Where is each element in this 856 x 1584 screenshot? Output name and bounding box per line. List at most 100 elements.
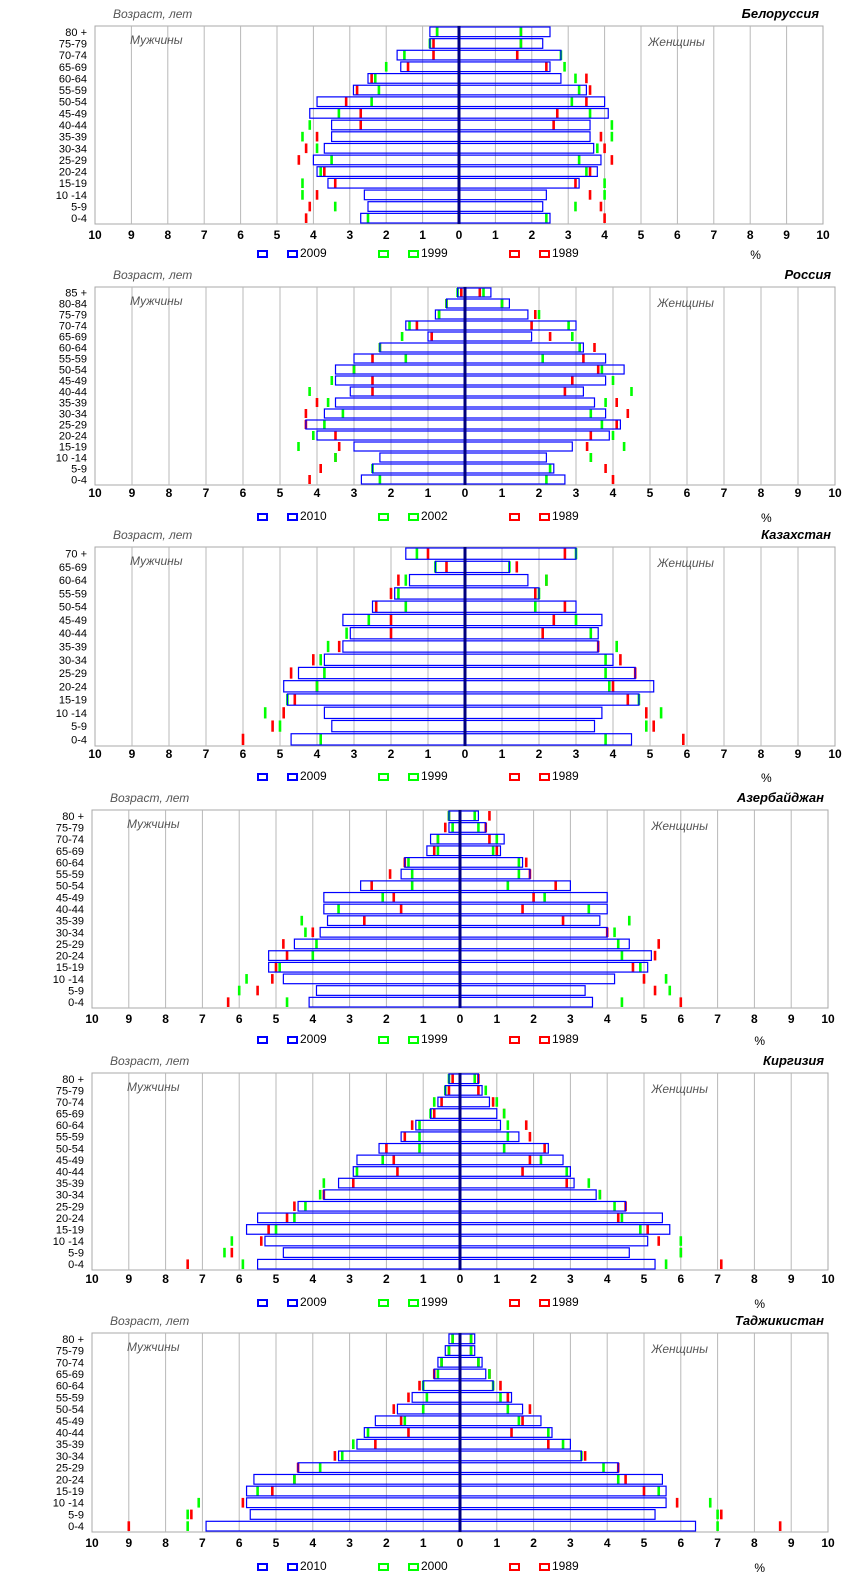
x-tick-label: 4	[601, 228, 608, 242]
legend-label: 2000	[421, 1559, 448, 1573]
age-group-label: 70-74	[59, 321, 87, 333]
age-group-label: 60-64	[56, 1120, 84, 1132]
x-tick-label: 5	[273, 1012, 280, 1026]
pyramid-chart-5: 0-45-910 -1415-1920-2425-2930-3435-3940-…	[53, 1053, 835, 1311]
x-tick-label: 10	[821, 1272, 835, 1286]
legend-marker-1989	[539, 250, 550, 258]
bar-female-2010	[464, 474, 566, 485]
x-tick-label: 4	[314, 486, 321, 500]
bar-female-2009	[458, 142, 595, 154]
bar-female-2010	[464, 441, 573, 452]
x-tick-label: 7	[199, 1012, 206, 1026]
bar-male-2009	[400, 61, 460, 73]
x-tick-label: 10	[85, 1012, 99, 1026]
x-tick-label: 10	[821, 1536, 835, 1550]
x-tick-label: 5	[277, 486, 284, 500]
legend-marker-2009	[287, 1036, 298, 1044]
x-tick-label: 6	[236, 1272, 243, 1286]
bar-male-2009	[327, 177, 460, 189]
bar-female-2010	[464, 397, 596, 408]
x-tick-label: 9	[125, 1536, 132, 1550]
bar-female-2009	[459, 915, 601, 927]
bar-male-2009	[426, 845, 461, 857]
legend-marker-2002	[408, 513, 419, 521]
x-tick-label: 5	[638, 228, 645, 242]
bar-female-2010	[459, 1403, 524, 1415]
age-group-label: 0-4	[68, 997, 84, 1009]
x-tick-label: 10	[828, 486, 842, 500]
bar-female-2010	[464, 408, 607, 419]
age-group-label: 35-39	[59, 398, 87, 410]
age-group-label: 45-49	[56, 892, 84, 904]
x-tick-label: 7	[203, 486, 210, 500]
bar-male-2010	[396, 1403, 461, 1415]
y-axis-title: Возраст, лет	[113, 268, 192, 282]
bar-female-2009	[459, 961, 649, 973]
legend-marker-1999	[408, 1036, 419, 1044]
x-tick-label: 7	[714, 1536, 721, 1550]
x-tick-label: 5	[273, 1536, 280, 1550]
age-group-label: 30-34	[59, 409, 87, 421]
legend-swatch-1989	[509, 1563, 520, 1571]
legend-marker-2009	[287, 250, 298, 258]
legend-swatch-2009	[257, 773, 268, 781]
males-label: Мужчины	[127, 817, 180, 831]
x-tick-label: 5	[277, 747, 284, 761]
bar-female-2010	[459, 1520, 697, 1532]
bar-female-2009	[459, 1224, 671, 1235]
legend-swatch-1989	[509, 250, 520, 258]
x-tick-label: 9	[788, 1012, 795, 1026]
x-tick-label: 8	[751, 1536, 758, 1550]
age-group-label: 35-39	[56, 1178, 84, 1190]
age-group-label: 25-29	[59, 668, 87, 680]
x-tick-label: 10	[88, 486, 102, 500]
bar-male-2010	[249, 1508, 461, 1520]
bar-male-2010	[444, 1345, 461, 1357]
x-tick-label: 1	[425, 747, 432, 761]
bar-male-2009	[331, 719, 466, 733]
age-group-label: 20-24	[56, 1474, 84, 1486]
country-title: Таджикистан	[735, 1313, 824, 1328]
x-tick-label: 9	[125, 1272, 132, 1286]
bar-male-2009	[319, 926, 461, 938]
bar-male-2009	[331, 131, 460, 143]
age-group-label: 10 -14	[56, 708, 87, 720]
bar-female-2009	[459, 1258, 656, 1270]
unit-label: %	[754, 1297, 765, 1311]
age-group-label: 80-84	[59, 299, 87, 311]
bar-female-2010	[459, 1427, 553, 1438]
x-tick-label: 3	[573, 747, 580, 761]
age-group-label: 10 -14	[56, 453, 87, 465]
x-tick-label: 3	[351, 486, 358, 500]
age-group-label: 5-9	[71, 721, 87, 733]
x-tick-label: 3	[346, 1272, 353, 1286]
age-group-label: 70-74	[56, 1357, 84, 1369]
x-tick-label: 9	[788, 1272, 795, 1286]
bar-male-2010	[349, 386, 466, 397]
legend-label: 1989	[552, 1295, 579, 1309]
bar-male-2009	[367, 72, 460, 84]
x-tick-label: 8	[747, 228, 754, 242]
age-group-label: 55-59	[59, 354, 87, 366]
bar-male-2009	[268, 961, 461, 973]
bar-female-2009	[458, 166, 598, 178]
bar-male-2009	[367, 201, 460, 212]
legend-swatch-1989	[509, 513, 520, 521]
bar-female-2009	[464, 573, 529, 587]
bar-female-2009	[459, 973, 616, 985]
legend-marker-1999	[408, 250, 419, 258]
bar-female-2009	[459, 1108, 498, 1119]
bar-female-2009	[458, 131, 591, 143]
x-tick-label: 3	[346, 1536, 353, 1550]
country-title: Киргизия	[763, 1053, 824, 1068]
bar-male-2010	[405, 320, 466, 331]
bar-male-2010	[356, 1438, 461, 1450]
legend-marker-1989	[539, 513, 550, 521]
bar-female-2009	[464, 680, 655, 693]
bar-female-2009	[459, 985, 586, 996]
bar-female-2009	[459, 1166, 572, 1177]
x-tick-label: 1	[425, 486, 432, 500]
x-tick-label: 1	[493, 1272, 500, 1286]
bar-male-2010	[353, 353, 466, 364]
